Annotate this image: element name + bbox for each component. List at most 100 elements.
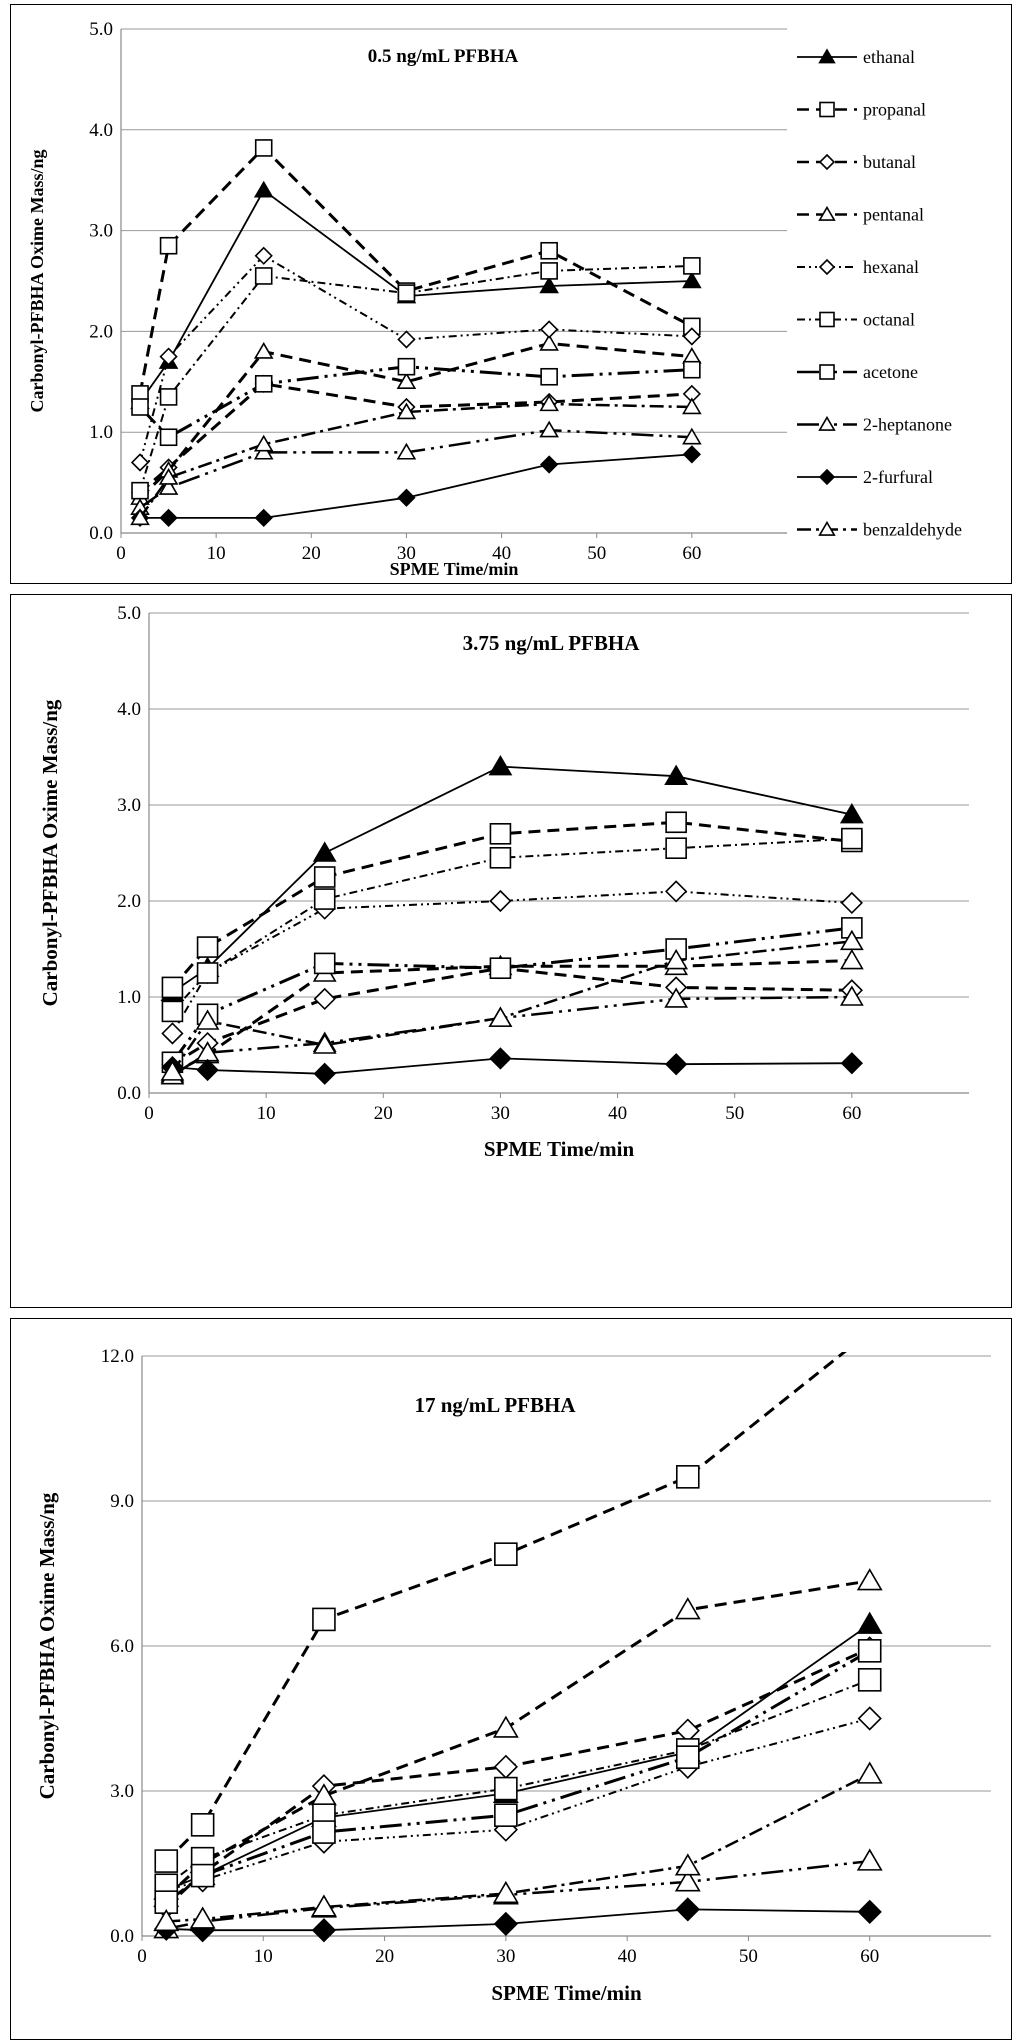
data-point-ethanal-60 bbox=[839, 803, 864, 824]
series-benzaldehyde bbox=[130, 394, 702, 526]
series-line-2-furfural bbox=[166, 1908, 870, 1932]
legend-label-benzaldehyde: benzaldehyde bbox=[863, 520, 962, 540]
y-tick-label-4.0: 4.0 bbox=[89, 120, 113, 141]
data-point-2-furfural-30 bbox=[493, 1911, 518, 1937]
data-point-2-furfural-60 bbox=[682, 445, 701, 464]
data-point-octanal-45 bbox=[665, 837, 687, 859]
data-point-benzaldehyde-45 bbox=[539, 394, 559, 412]
data-point-benzaldehyde-30 bbox=[492, 1880, 519, 1904]
data-point-2-heptanone-60 bbox=[856, 1848, 883, 1871]
series-line-ethanal bbox=[171, 765, 853, 993]
x-tick-label-0: 0 bbox=[116, 543, 126, 564]
chart-svg-0.5: 0.0 1.0 2.0 3.0 4.0 5.0 0 10 20 30 40 50 60 0.5 ng/mL… bbox=[27, 19, 962, 579]
x-tick-label-10: 10 bbox=[207, 543, 226, 564]
data-point-benzaldehyde-60 bbox=[682, 397, 702, 415]
data-point-2-furfural-60 bbox=[840, 1052, 863, 1075]
data-point-octanal-60 bbox=[841, 827, 863, 850]
data-point-2-furfural-30 bbox=[397, 488, 416, 507]
series-2-heptanone bbox=[153, 1848, 883, 1939]
legend-marker-propanal bbox=[819, 101, 835, 118]
data-point-2-heptanone-45 bbox=[664, 987, 689, 1008]
data-point-2-heptanone-15 bbox=[253, 442, 274, 460]
data-point-octanal-15 bbox=[254, 267, 273, 285]
data-point-propanal-2 bbox=[161, 976, 184, 999]
y-tick-label-3.0: 3.0 bbox=[117, 795, 141, 816]
data-point-propanal-5 bbox=[190, 1813, 215, 1837]
x-tick-label-40: 40 bbox=[608, 1103, 627, 1124]
data-point-ethanal-60 bbox=[856, 1611, 883, 1634]
data-point-propanal-5 bbox=[159, 236, 178, 255]
data-point-hexanal-45 bbox=[540, 320, 559, 339]
data-point-hexanal-5 bbox=[159, 347, 178, 366]
y-tick-label-0.0: 0.0 bbox=[117, 1083, 141, 1104]
y-tick-label-4.0: 4.0 bbox=[117, 699, 141, 720]
y-tick-label-12.0: 12.0 bbox=[101, 1346, 134, 1367]
data-point-octanal-60 bbox=[857, 1668, 882, 1692]
x-tick-label-30: 30 bbox=[491, 1103, 510, 1124]
data-point-octanal-45 bbox=[540, 262, 558, 280]
series-2-heptanone bbox=[160, 985, 864, 1085]
legend-label-ethanal: ethanal bbox=[863, 47, 915, 67]
data-point-pentanal-60 bbox=[839, 948, 864, 970]
data-point-propanal-45 bbox=[665, 811, 687, 834]
data-point-octanal-30 bbox=[397, 284, 416, 302]
series-octanal bbox=[131, 257, 701, 500]
legend-marker-2-furfural bbox=[818, 468, 836, 486]
series-line-pentanal bbox=[165, 1579, 870, 1899]
data-point-hexanal-45 bbox=[665, 880, 688, 903]
legend-marker-pentanal bbox=[818, 205, 836, 221]
data-point-2-furfural-30 bbox=[489, 1047, 512, 1070]
data-point-2-heptanone-45 bbox=[539, 420, 559, 438]
legend-label-2-heptanone: 2-heptanone bbox=[863, 415, 952, 435]
x-tick-label-60: 60 bbox=[860, 1946, 879, 1967]
series-pentanal bbox=[160, 948, 864, 1083]
x-axis-label: SPME Time/min bbox=[484, 1137, 635, 1161]
x-tick-label-0: 0 bbox=[137, 1946, 147, 1967]
data-point-acetone-30 bbox=[397, 357, 416, 376]
legend-marker-benzaldehyde bbox=[818, 520, 836, 536]
data-point-propanal-30 bbox=[494, 1542, 518, 1566]
data-point-benzaldehyde-5 bbox=[189, 1906, 216, 1929]
data-point-propanal-15 bbox=[254, 139, 273, 157]
y-axis-label: Carbonyl-PFBHA Oxime Mass/ng bbox=[27, 149, 47, 412]
data-point-2-furfural-15 bbox=[313, 1062, 336, 1085]
data-point-benzaldehyde-5 bbox=[158, 467, 179, 485]
series-benzaldehyde bbox=[153, 1761, 883, 1932]
series-2-furfural bbox=[130, 445, 701, 528]
data-point-acetone-45 bbox=[540, 367, 558, 386]
data-point-2-heptanone-45 bbox=[674, 1869, 701, 1892]
legend-label-pentanal: pentanal bbox=[863, 205, 924, 225]
series-line-butanal bbox=[165, 1647, 871, 1909]
x-tick-label-50: 50 bbox=[587, 543, 606, 564]
series-ethanal bbox=[153, 1611, 883, 1900]
series-line-hexanal bbox=[166, 1717, 870, 1892]
legend: ethanal propanal butanal pentanal hexanal oct… bbox=[797, 47, 962, 540]
data-point-pentanal-45 bbox=[674, 1597, 701, 1620]
plot-area bbox=[153, 1352, 883, 1943]
x-axis-label: SPME Time/min bbox=[390, 559, 519, 579]
data-point-octanal-60 bbox=[683, 257, 701, 275]
legend-marker-octanal bbox=[819, 311, 835, 328]
data-point-pentanal-60 bbox=[682, 347, 702, 364]
data-point-2-heptanone-30 bbox=[396, 442, 417, 460]
data-point-2-furfural-45 bbox=[675, 1897, 700, 1922]
x-tick-label-30: 30 bbox=[496, 1946, 515, 1967]
data-point-2-furfural-15 bbox=[254, 508, 273, 528]
x-tick-label-60: 60 bbox=[682, 543, 701, 564]
data-point-acetone-30 bbox=[494, 1803, 518, 1827]
data-point-2-heptanone-60 bbox=[839, 985, 864, 1006]
data-point-benzaldehyde-2 bbox=[160, 1060, 185, 1081]
data-point-acetone-60 bbox=[683, 360, 701, 379]
series-acetone bbox=[154, 1639, 882, 1914]
series-hexanal bbox=[130, 246, 701, 472]
data-point-benzaldehyde-15 bbox=[312, 1033, 337, 1054]
chart-title: 3.75 ng/mL PFBHA bbox=[463, 631, 641, 655]
data-point-octanal-5 bbox=[159, 388, 178, 406]
chart-title: 0.5 ng/mL PFBHA bbox=[368, 46, 519, 67]
data-point-2-heptanone-5 bbox=[158, 478, 179, 495]
data-point-benzaldehyde-15 bbox=[310, 1894, 337, 1917]
data-point-octanal-2 bbox=[131, 481, 149, 500]
series-line-hexanal bbox=[171, 890, 852, 1035]
data-point-benzaldehyde-60 bbox=[839, 929, 864, 951]
data-point-propanal-30 bbox=[489, 823, 512, 845]
